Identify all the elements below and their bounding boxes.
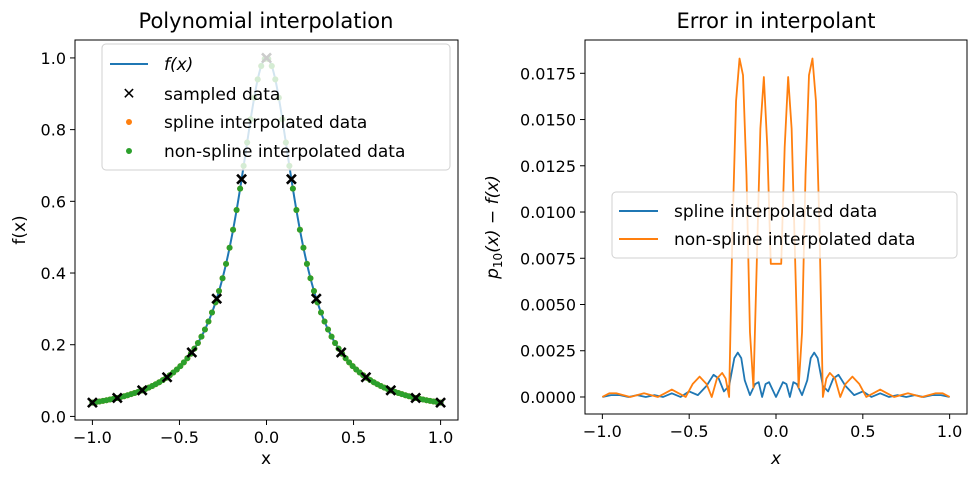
left-chart: Polynomial interpolation −1.0 −0.5 0.0 0.5 1… [10, 9, 459, 469]
non-spline-point [223, 260, 230, 267]
sampled-point [111, 392, 123, 404]
non-spline-point [194, 339, 201, 346]
right-y-axis-label: p10(x) − f(x) [483, 175, 505, 280]
left-x-tick-label: 0.5 [341, 428, 366, 447]
sampled-point [186, 346, 198, 358]
left-y-tick-label: 1.0 [41, 49, 66, 68]
left-x-tick-label: −1.0 [73, 428, 112, 447]
left-y-tick-label: 0.0 [41, 407, 66, 426]
sampled-point [310, 293, 322, 305]
sampled-point [236, 173, 248, 185]
sampled-point [435, 397, 447, 409]
legend-marker-spline [126, 119, 132, 125]
right-y-label-rest: (x) − f(x) [483, 175, 503, 253]
non-spline-point [318, 309, 325, 316]
non-spline-point [325, 326, 332, 333]
sampled-point [360, 371, 372, 383]
sampled-point [86, 397, 98, 409]
right-y-axis: 0.0000 0.0025 0.0050 0.0075 0.0100 0.0125 0.01… [520, 64, 585, 407]
right-x-tick-label: −0.5 [670, 422, 709, 441]
right-x-tick-label: 0.5 [850, 422, 875, 441]
non-spline-point [293, 207, 300, 214]
right-y-tick-label: 0.0050 [520, 296, 576, 315]
right-legend: spline interpolated data non-spline inte… [611, 191, 958, 259]
non-spline-point [180, 359, 187, 366]
left-legend: f(x) ✕ sampled data spline interpolated … [101, 43, 451, 171]
non-spline-point [205, 318, 212, 325]
legend-label-fx: f(x) [164, 55, 193, 75]
legend-label-sampled: sampled data [164, 85, 280, 105]
left-x-tick-label: −0.5 [160, 428, 199, 447]
right-y-tick-label: 0.0075 [520, 249, 576, 268]
right-y-label-p: p [483, 268, 503, 280]
legend-marker-nonspline [126, 148, 132, 154]
left-x-tick-label: 0.0 [254, 428, 279, 447]
legend-label-nonspline: non-spline interpolated data [164, 142, 405, 162]
right-x-tick-label: −1.0 [583, 422, 622, 441]
non-spline-point [332, 339, 339, 346]
non-spline-point [296, 226, 303, 233]
non-spline-point [310, 288, 317, 295]
non-spline-point [198, 333, 205, 340]
sampled-point [410, 392, 422, 404]
non-spline-point [300, 244, 307, 251]
right-x-tick-label: 0.0 [763, 422, 788, 441]
right-chart: Error in interpolant −1.0 −0.5 0.0 0.5 1.0 0… [483, 9, 968, 469]
left-y-tick-label: 0.4 [41, 264, 66, 283]
non-spline-point [321, 318, 328, 325]
non-spline-point [233, 207, 240, 214]
left-y-tick-label: 0.6 [41, 192, 66, 211]
non-spline-point [208, 309, 215, 316]
right-y-tick-label: 0.0150 [520, 111, 576, 130]
legend-marker-sampled: ✕ [122, 84, 135, 103]
right-y-tick-label: 0.0025 [520, 342, 576, 361]
left-x-axis-label: x [261, 449, 271, 469]
left-legend-frame [101, 43, 451, 171]
right-y-label-sub: 10 [491, 253, 505, 268]
left-y-tick-label: 0.2 [41, 336, 66, 355]
non-spline-point [230, 226, 237, 233]
sampled-point [161, 371, 173, 383]
sampled-point [136, 384, 148, 396]
right-y-tick-label: 0.0175 [520, 64, 576, 83]
spline-error-line [602, 351, 950, 398]
non-spline-point [307, 275, 314, 282]
right-legend-frame [611, 191, 958, 259]
legend-label-nonspline-error: non-spline interpolated data [674, 230, 915, 250]
right-y-tick-label: 0.0000 [520, 388, 576, 407]
non-spline-error-line [601, 57, 951, 398]
right-chart-plot-area [601, 57, 951, 398]
right-y-tick-label: 0.0100 [520, 203, 576, 222]
left-x-tick-label: 1.0 [428, 428, 453, 447]
legend-label-spline: spline interpolated data [164, 113, 367, 133]
right-y-tick-label: 0.0125 [520, 157, 576, 176]
non-spline-point [289, 185, 296, 192]
left-y-axis-label: f(x) [10, 215, 30, 244]
non-spline-point [216, 288, 223, 295]
left-y-tick-label: 0.8 [41, 121, 66, 140]
legend-label-spline-error: spline interpolated data [674, 202, 877, 222]
non-spline-point [237, 185, 244, 192]
left-y-axis: 0.0 0.2 0.4 0.6 0.8 1.0 [41, 49, 75, 426]
non-spline-point [219, 275, 226, 282]
sampled-point [335, 346, 347, 358]
non-spline-point [226, 244, 233, 251]
left-chart-title: Polynomial interpolation [139, 9, 394, 33]
non-spline-point [201, 326, 208, 333]
sampled-point [211, 293, 223, 305]
right-chart-title: Error in interpolant [676, 9, 875, 33]
sampled-point [385, 384, 397, 396]
right-x-axis-label: x [770, 449, 782, 469]
non-spline-point [328, 333, 335, 340]
right-x-tick-label: 1.0 [937, 422, 962, 441]
sampled-point [285, 173, 297, 185]
right-x-axis: −1.0 −0.5 0.0 0.5 1.0 [583, 414, 962, 441]
left-x-axis: −1.0 −0.5 0.0 0.5 1.0 [73, 420, 453, 447]
non-spline-point [303, 260, 310, 267]
